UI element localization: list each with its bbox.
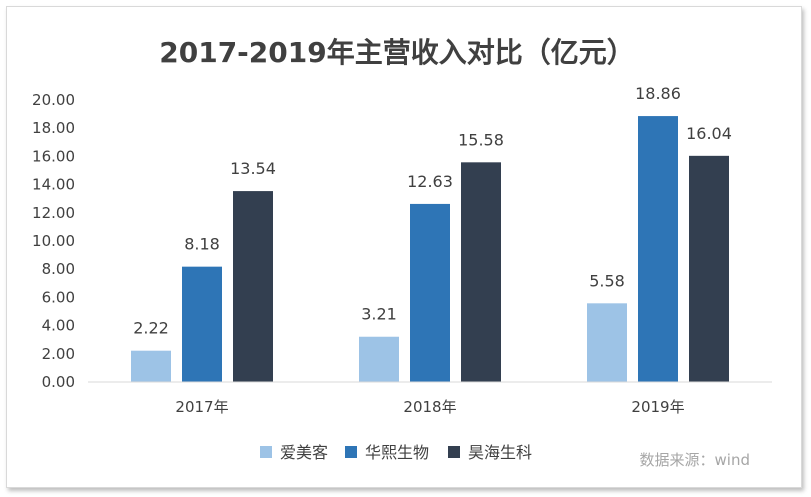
- data-label: 18.86: [635, 84, 681, 103]
- legend-label: 华熙生物: [365, 443, 429, 462]
- bar-爱美客-2018年: [359, 336, 399, 382]
- legend: 爱美客 华熙生物 昊海生科: [260, 443, 532, 462]
- legend-swatch: [260, 446, 272, 458]
- y-tick-label: 12.00: [32, 204, 75, 222]
- bar-爱美客-2017年: [131, 350, 171, 382]
- bar-爱美客-2019年: [587, 303, 627, 382]
- data-label: 13.54: [230, 159, 276, 178]
- y-tick-label: 18.00: [32, 119, 75, 137]
- x-tick-label: 2019年: [631, 398, 684, 416]
- y-tick-label: 8.00: [42, 260, 75, 278]
- data-label: 15.58: [458, 130, 504, 149]
- y-tick-label: 20.00: [32, 91, 75, 109]
- y-axis: 0.00 2.00 4.00 6.00 8.00 10.00 12.00 14.00 16.00…: [32, 91, 75, 391]
- source-note: 数据来源：wind: [640, 451, 750, 469]
- bar-华熙生物-2019年: [638, 116, 678, 382]
- y-tick-label: 4.00: [42, 317, 75, 335]
- y-tick-label: 2.00: [42, 345, 75, 363]
- data-label: 12.63: [407, 172, 453, 191]
- legend-label: 昊海生科: [468, 443, 532, 462]
- data-label: 8.18: [184, 235, 220, 254]
- legend-swatch: [448, 446, 460, 458]
- y-tick-label: 14.00: [32, 176, 75, 194]
- data-label: 5.58: [589, 271, 625, 290]
- data-label: 16.04: [686, 124, 732, 143]
- x-axis: 2017年 2018年 2019年: [175, 398, 684, 416]
- legend-label: 爱美客: [280, 443, 328, 462]
- y-tick-label: 0.00: [42, 373, 75, 391]
- bar-昊海生科-2018年: [461, 162, 501, 382]
- bar-昊海生科-2019年: [689, 155, 729, 382]
- bar-华熙生物-2017年: [182, 266, 222, 382]
- data-label: 3.21: [361, 305, 397, 324]
- chart-title: 2017-2019年主营收入对比（亿元）: [159, 36, 634, 69]
- y-tick-label: 10.00: [32, 232, 75, 250]
- y-tick-label: 6.00: [42, 288, 75, 306]
- legend-swatch: [345, 446, 357, 458]
- y-tick-label: 16.00: [32, 147, 75, 165]
- bar-华熙生物-2018年: [410, 203, 450, 382]
- x-tick-label: 2017年: [175, 398, 228, 416]
- x-tick-label: 2018年: [403, 398, 456, 416]
- bars: [131, 116, 729, 382]
- data-labels: 2.22 8.18 13.54 3.21 12.63 15.58 5.58 18.86 16.0…: [133, 84, 732, 338]
- data-label: 2.22: [133, 319, 169, 338]
- bar-昊海生科-2017年: [233, 191, 273, 382]
